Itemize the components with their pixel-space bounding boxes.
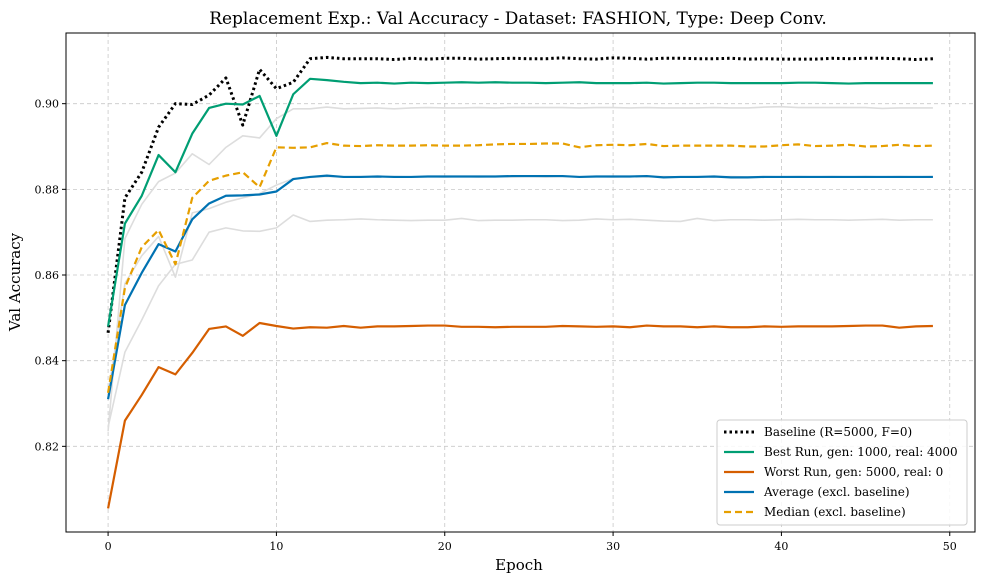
legend-label-2: Worst Run, gen: 5000, real: 0: [764, 465, 943, 479]
legend-box: [716, 419, 968, 526]
series-line-4: [106, 141, 933, 393]
y-tick-label: 0.88: [35, 183, 60, 196]
y-axis-ticks: 0.82 0.84 0.86 0.88 0.90: [35, 98, 66, 453]
legend-label-3: Average (excl. baseline): [763, 485, 910, 499]
background-run-line-0: [107, 105, 933, 432]
x-tick-label: 20: [438, 540, 452, 553]
series-line-0: [106, 55, 933, 334]
y-tick-label: 0.86: [35, 269, 60, 282]
series-line-1: [106, 77, 933, 327]
plot-frame: [65, 32, 976, 533]
legend-label-1: Best Run, gen: 1000, real: 4000: [764, 445, 958, 459]
y-tick-label: 0.82: [35, 440, 60, 453]
x-axis-label: Epoch: [495, 556, 543, 574]
x-tick-label: 50: [943, 540, 957, 553]
legend-label-4: Median (excl. baseline): [764, 505, 906, 519]
x-tick-label: 10: [269, 540, 283, 553]
x-tick-label: 0: [105, 540, 112, 553]
legend-label-0: Baseline (R=5000, F=0): [764, 425, 912, 439]
y-tick-label: 0.84: [35, 355, 60, 368]
y-axis-label: Val Accuracy: [6, 232, 24, 332]
x-tick-label: 30: [606, 540, 620, 553]
chart-title: Replacement Exp.: Val Accuracy - Dataset…: [209, 9, 827, 29]
x-axis-ticks: 0 10 20 30 40 50: [105, 532, 957, 553]
series-line-3: [106, 174, 933, 400]
background-run-line-1: [107, 214, 933, 428]
y-tick-label: 0.90: [35, 98, 60, 111]
series-lines: [106, 55, 933, 509]
legend: Baseline (R=5000, F=0) Best Run, gen: 100…: [716, 419, 968, 526]
series-line-2: [106, 321, 933, 509]
x-tick-label: 40: [774, 540, 788, 553]
